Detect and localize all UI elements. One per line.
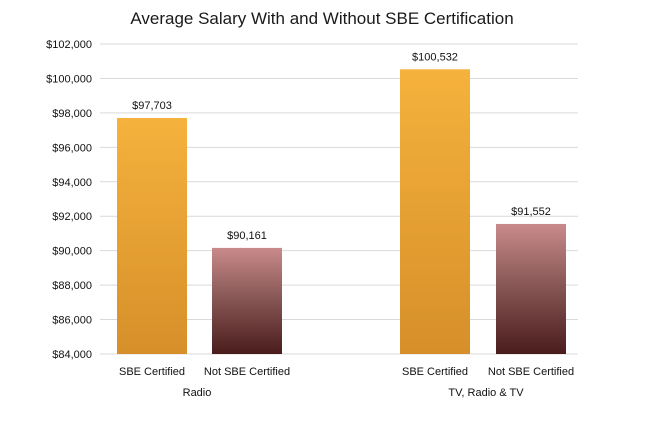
- y-tick-label: $96,000: [52, 142, 92, 154]
- group-label: TV, Radio & TV: [448, 387, 524, 399]
- y-tick-label: $84,000: [52, 349, 92, 361]
- bar-not-sbe-certified: [212, 247, 282, 354]
- category-labels: SBE Certified Not SBE Certified SBE Certif…: [119, 366, 574, 378]
- bar-sbe-certified: [400, 69, 470, 354]
- y-tick-label: $88,000: [52, 280, 92, 292]
- y-axis-ticks: $84,000 $86,000 $88,000 $90,000 $92,000 $94,0…: [46, 39, 92, 361]
- y-tick-label: $92,000: [52, 211, 92, 223]
- data-labels: $97,703 $90,161 $100,532 $91,552: [132, 51, 551, 242]
- category-label: SBE Certified: [119, 366, 185, 378]
- chart-title: Average Salary With and Without SBE Cert…: [130, 9, 513, 28]
- category-label: Not SBE Certified: [488, 366, 574, 378]
- y-tick-label: $100,000: [46, 73, 92, 85]
- data-label: $100,532: [412, 51, 458, 63]
- y-tick-label: $86,000: [52, 315, 92, 327]
- data-label: $90,161: [227, 230, 267, 242]
- group-labels: Radio TV, Radio & TV: [183, 387, 525, 399]
- y-tick-label: $102,000: [46, 39, 92, 51]
- bar-not-sbe-certified: [496, 223, 566, 354]
- y-tick-label: $90,000: [52, 246, 92, 258]
- category-label: Not SBE Certified: [204, 366, 290, 378]
- category-label: SBE Certified: [402, 366, 468, 378]
- group-label: Radio: [183, 387, 212, 399]
- y-tick-label: $98,000: [52, 108, 92, 120]
- y-tick-label: $94,000: [52, 177, 92, 189]
- data-label: $91,552: [511, 206, 551, 218]
- bars: [117, 69, 566, 354]
- data-label: $97,703: [132, 100, 172, 112]
- bar-sbe-certified: [117, 118, 187, 354]
